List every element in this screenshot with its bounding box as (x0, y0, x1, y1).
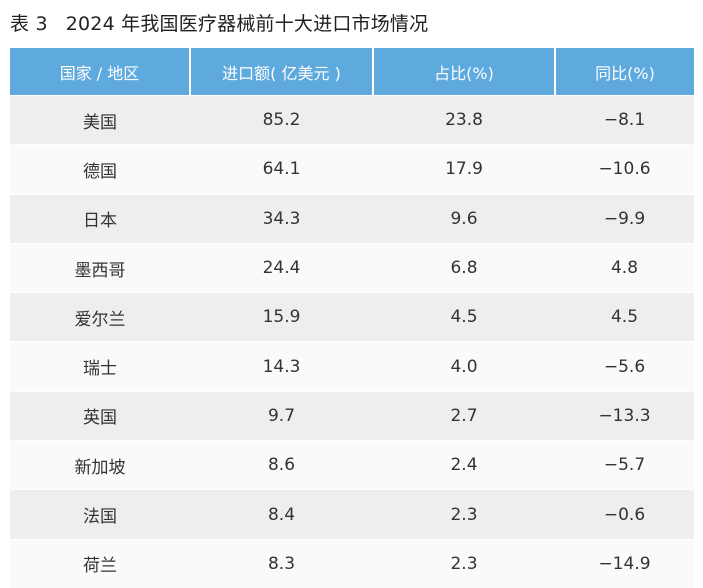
cell-share: 2.4 (373, 440, 555, 490)
cell-import-value: 85.2 (190, 94, 373, 145)
header-row: 国家 / 地区 进口额( 亿美元 ) 占比(%) 同比(%) (10, 48, 694, 96)
cell-share: 17.9 (373, 144, 555, 195)
cell-share: 4.5 (373, 292, 555, 342)
cell-import-value: 8.3 (190, 538, 373, 588)
cell-import-value: 8.6 (190, 440, 373, 490)
cell-import-value: 15.9 (190, 292, 373, 342)
cell-country: 荷兰 (10, 538, 190, 588)
cell-share: 4.0 (373, 341, 555, 392)
cell-yoy: 4.8 (555, 242, 694, 293)
table-row: 新加坡 8.6 2.4 −5.7 (10, 440, 694, 490)
cell-country: 美国 (10, 94, 190, 145)
header-share: 占比(%) (373, 48, 556, 96)
cell-import-value: 24.4 (190, 242, 373, 293)
cell-yoy: −8.1 (555, 94, 694, 145)
cell-country: 日本 (10, 193, 190, 244)
cell-share: 2.3 (373, 538, 555, 588)
cell-country: 英国 (10, 390, 190, 441)
cell-yoy: −9.9 (555, 193, 694, 244)
cell-share: 2.3 (373, 489, 555, 540)
cell-yoy: −0.6 (555, 489, 694, 540)
cell-share: 9.6 (373, 193, 555, 244)
header-yoy: 同比(%) (555, 48, 694, 96)
cell-yoy: −13.3 (555, 390, 694, 441)
cell-import-value: 14.3 (190, 341, 373, 392)
cell-share: 23.8 (373, 94, 555, 145)
cell-import-value: 8.4 (190, 489, 373, 540)
table-row: 英国 9.7 2.7 −13.3 (10, 390, 694, 441)
cell-country: 瑞士 (10, 341, 190, 392)
import-markets-table: 国家 / 地区 进口额( 亿美元 ) 占比(%) 同比(%) 美国 85.2 2… (10, 48, 694, 588)
table-row: 法国 8.4 2.3 −0.6 (10, 489, 694, 540)
table-row: 美国 85.2 23.8 −8.1 (10, 94, 694, 145)
cell-import-value: 9.7 (190, 390, 373, 441)
header-country: 国家 / 地区 (10, 48, 191, 96)
cell-country: 新加坡 (10, 440, 190, 490)
cell-share: 6.8 (373, 242, 555, 293)
header-import-value: 进口额( 亿美元 ) (190, 48, 374, 96)
cell-import-value: 64.1 (190, 144, 373, 195)
cell-yoy: 4.5 (555, 292, 694, 342)
table-header: 国家 / 地区 进口额( 亿美元 ) 占比(%) 同比(%) (10, 48, 694, 96)
caption-number: 表 3 (10, 13, 48, 35)
cell-yoy: −5.7 (555, 440, 694, 490)
table-body: 美国 85.2 23.8 −8.1 德国 64.1 17.9 −10.6 日本 … (10, 94, 694, 588)
cell-country: 德国 (10, 144, 190, 195)
table-row: 德国 64.1 17.9 −10.6 (10, 144, 694, 195)
cell-country: 墨西哥 (10, 242, 190, 293)
table-row: 爱尔兰 15.9 4.5 4.5 (10, 292, 694, 342)
cell-yoy: −14.9 (555, 538, 694, 588)
table-caption: 表 3 2024 年我国医疗器械前十大进口市场情况 (10, 8, 428, 40)
table-row: 瑞士 14.3 4.0 −5.6 (10, 341, 694, 392)
cell-country: 爱尔兰 (10, 292, 190, 342)
table-row: 日本 34.3 9.6 −9.9 (10, 193, 694, 244)
table-row: 墨西哥 24.4 6.8 4.8 (10, 242, 694, 293)
table-row: 荷兰 8.3 2.3 −14.9 (10, 538, 694, 588)
cell-share: 2.7 (373, 390, 555, 441)
cell-country: 法国 (10, 489, 190, 540)
caption-title: 2024 年我国医疗器械前十大进口市场情况 (65, 13, 429, 35)
cell-yoy: −10.6 (555, 144, 694, 195)
cell-yoy: −5.6 (555, 341, 694, 392)
cell-import-value: 34.3 (190, 193, 373, 244)
